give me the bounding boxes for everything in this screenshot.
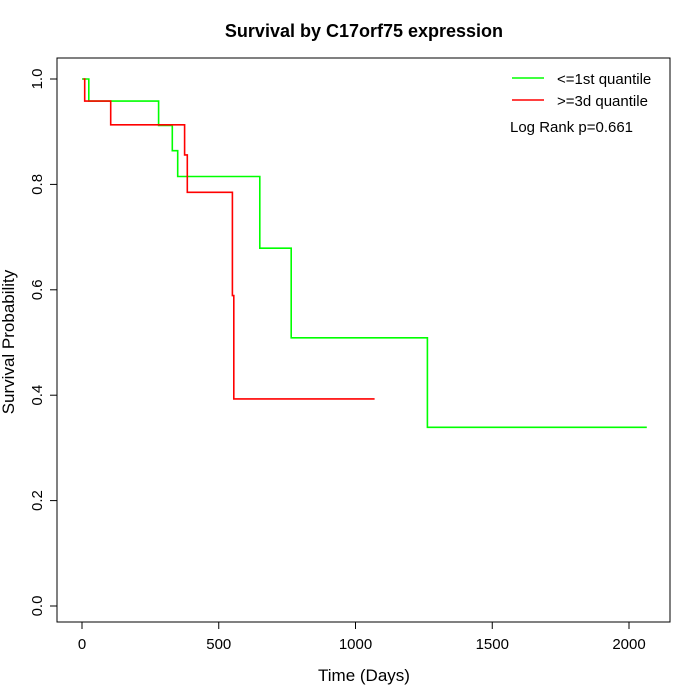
chart-title: Survival by C17orf75 expression [225, 21, 503, 41]
series-layer [82, 78, 647, 429]
y-tick-label: 0.2 [29, 490, 46, 511]
y-tick-label: 1.0 [29, 69, 46, 90]
legend-label-low: <=1st quantile [557, 71, 651, 88]
x-tick-label: 1000 [339, 636, 372, 653]
plot-frame [56, 57, 671, 623]
y-axis: 0.0 0.2 0.4 0.6 0.8 1.0 [29, 69, 58, 617]
survival-curve-high-quantile [83, 78, 375, 400]
x-tick-label: 0 [78, 636, 86, 653]
x-tick-label: 1500 [476, 636, 509, 653]
y-axis-label: Survival Probability [0, 269, 18, 414]
x-axis: 0 500 1000 1500 2000 [78, 621, 646, 653]
legend: <=1st quantile >=3d quantile [512, 71, 651, 110]
y-tick-label: 0.0 [29, 596, 46, 617]
x-tick-label: 2000 [612, 636, 645, 653]
x-tick-label: 500 [206, 636, 231, 653]
x-axis-label: Time (Days) [318, 666, 410, 685]
y-tick-label: 0.6 [29, 279, 46, 300]
y-tick-label: 0.4 [29, 385, 46, 406]
y-tick-label: 0.8 [29, 174, 46, 195]
survival-curve-low-quantile [82, 78, 647, 429]
legend-label-high: >=3d quantile [557, 93, 648, 110]
log-rank-annotation: Log Rank p=0.661 [510, 119, 633, 136]
